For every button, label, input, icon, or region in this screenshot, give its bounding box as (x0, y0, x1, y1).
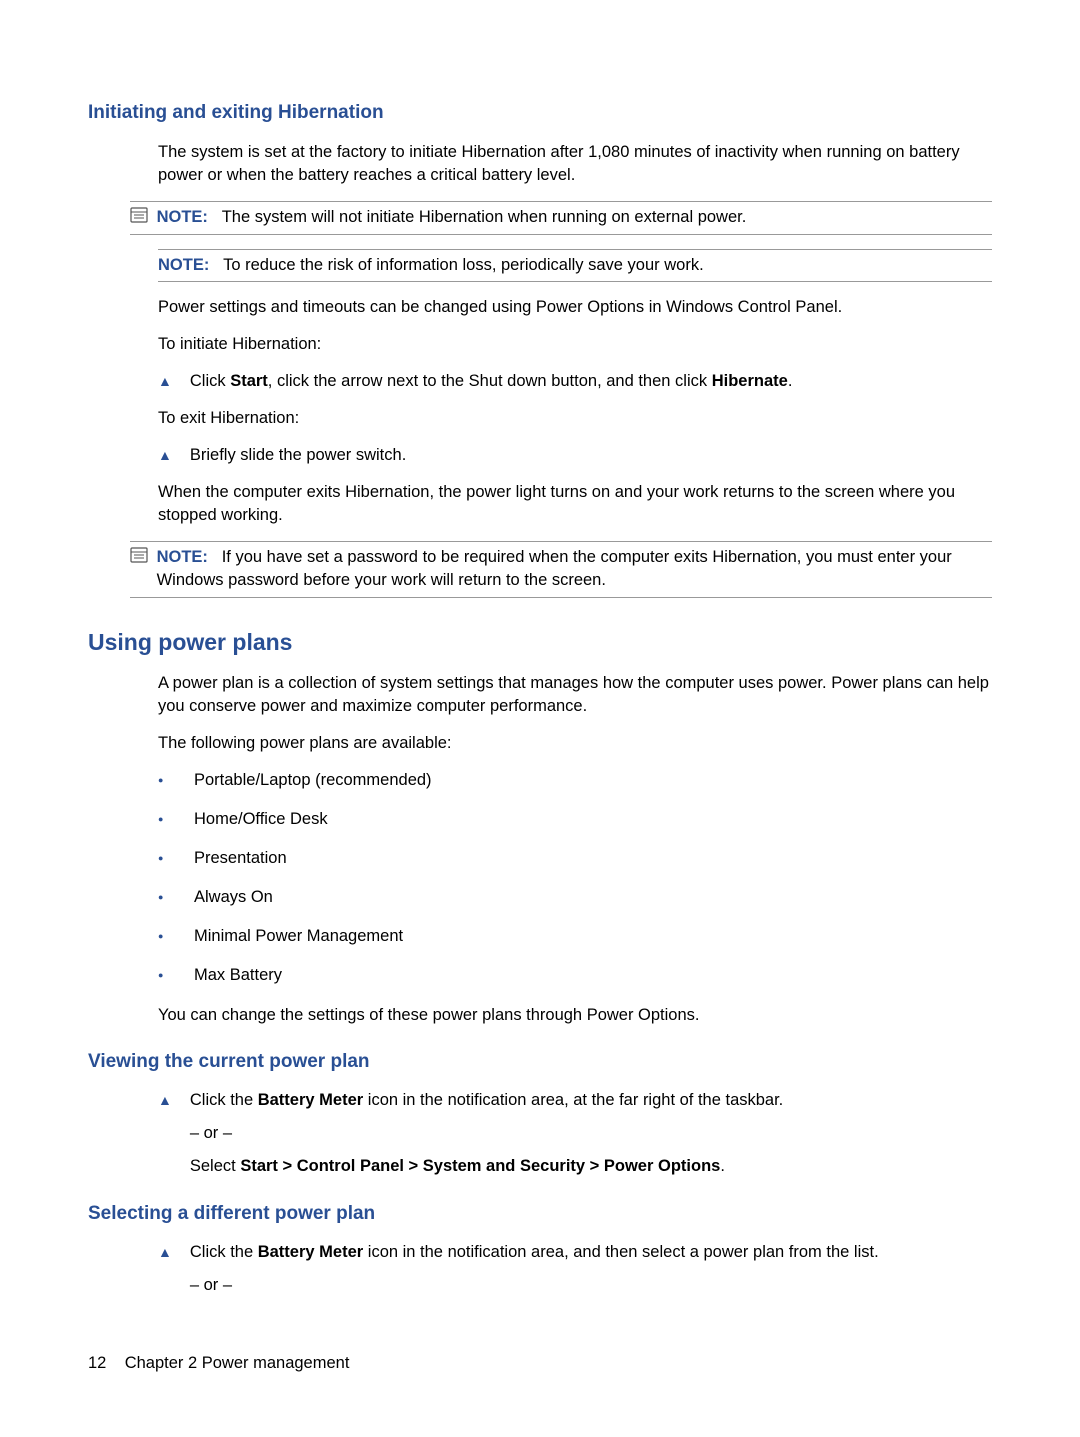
note-icon (130, 206, 152, 230)
para: To initiate Hibernation: (158, 333, 992, 356)
para: The following power plans are available: (158, 732, 992, 755)
alt-step: Select Start > Control Panel > System an… (190, 1155, 992, 1178)
step-item: ▲ Click Start, click the arrow next to t… (158, 370, 992, 393)
step-content: Click the Battery Meter icon in the noti… (190, 1089, 992, 1178)
note-text-3: NOTE: If you have set a password to be r… (157, 546, 989, 592)
list-item: Home/Office Desk (158, 808, 992, 831)
step-item: ▲ Click the Battery Meter icon in the no… (158, 1089, 992, 1178)
para: Power settings and timeouts can be chang… (158, 296, 992, 319)
para: When the computer exits Hibernation, the… (158, 481, 992, 527)
list-item: Presentation (158, 847, 992, 870)
list-item: Portable/Laptop (recommended) (158, 769, 992, 792)
triangle-icon: ▲ (158, 372, 172, 392)
step-item: ▲ Briefly slide the power switch. (158, 444, 992, 467)
list-item: Always On (158, 886, 992, 909)
list-item: Minimal Power Management (158, 925, 992, 948)
triangle-icon: ▲ (158, 446, 172, 466)
note-block-1: NOTE: The system will not initiate Hiber… (130, 201, 992, 235)
note-icon (130, 546, 152, 570)
para: A power plan is a collection of system s… (158, 672, 992, 718)
power-plan-list: Portable/Laptop (recommended) Home/Offic… (158, 769, 992, 988)
note-body: The system will not initiate Hibernation… (222, 208, 747, 226)
note-block-3: NOTE: If you have set a password to be r… (130, 541, 992, 597)
step-item: ▲ Click the Battery Meter icon in the no… (158, 1241, 992, 1307)
page-footer: 12 Chapter 2 Power management (88, 1352, 349, 1375)
or-separator: – or – (190, 1274, 992, 1297)
para: You can change the settings of these pow… (158, 1004, 992, 1027)
step-content: Briefly slide the power switch. (190, 444, 992, 467)
chapter-label: Chapter 2 Power management (125, 1354, 350, 1372)
document-page: Initiating and exiting Hibernation The s… (0, 0, 1080, 1381)
or-separator: – or – (190, 1122, 992, 1145)
note-text-1: NOTE: The system will not initiate Hiber… (157, 206, 989, 229)
triangle-icon: ▲ (158, 1091, 172, 1111)
heading-selecting-plan: Selecting a different power plan (88, 1201, 992, 1228)
note-block-2: NOTE: To reduce the risk of information … (158, 249, 992, 282)
note-body: If you have set a password to be require… (157, 548, 952, 589)
page-number: 12 (88, 1354, 106, 1372)
heading-viewing-plan: Viewing the current power plan (88, 1049, 992, 1076)
note-label: NOTE: (157, 548, 208, 566)
step-content: Click the Battery Meter icon in the noti… (190, 1241, 992, 1307)
heading-power-plans: Using power plans (88, 626, 992, 658)
triangle-icon: ▲ (158, 1243, 172, 1263)
note-label: NOTE: (158, 256, 209, 274)
heading-hibernation: Initiating and exiting Hibernation (88, 100, 992, 127)
intro-text: The system is set at the factory to init… (158, 141, 992, 187)
note-label: NOTE: (157, 208, 208, 226)
step-content: Click Start, click the arrow next to the… (190, 370, 992, 393)
list-item: Max Battery (158, 964, 992, 987)
para: To exit Hibernation: (158, 407, 992, 430)
note-body: To reduce the risk of information loss, … (223, 256, 704, 274)
